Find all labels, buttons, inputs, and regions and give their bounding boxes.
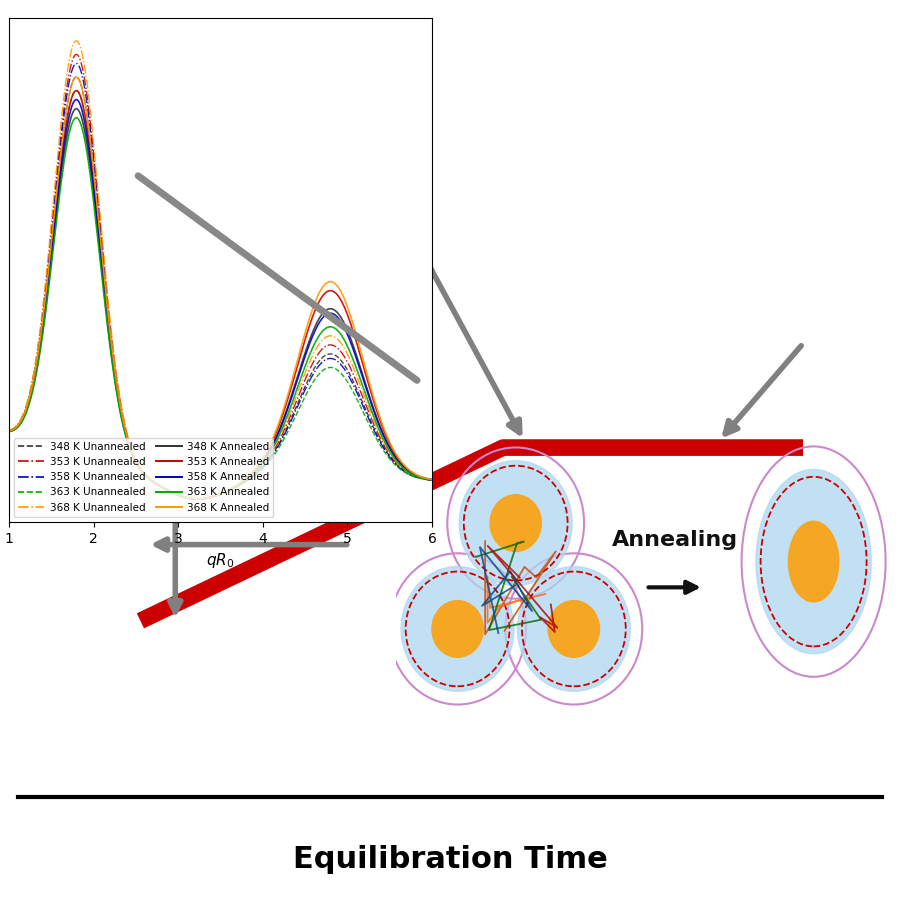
Circle shape <box>518 567 630 691</box>
X-axis label: $qR_0$: $qR_0$ <box>206 552 235 571</box>
Text: Annealing: Annealing <box>612 529 738 550</box>
Text: Equilibration Time: Equilibration Time <box>292 845 608 874</box>
Circle shape <box>459 461 572 585</box>
Circle shape <box>401 567 514 691</box>
Circle shape <box>432 600 483 657</box>
Circle shape <box>548 600 599 657</box>
Circle shape <box>788 521 839 602</box>
Legend: 348 K Unannealed, 353 K Unannealed, 358 K Unannealed, 363 K Unannealed, 368 K Un: 348 K Unannealed, 353 K Unannealed, 358 … <box>14 437 274 517</box>
Circle shape <box>756 470 871 653</box>
Circle shape <box>491 495 542 552</box>
